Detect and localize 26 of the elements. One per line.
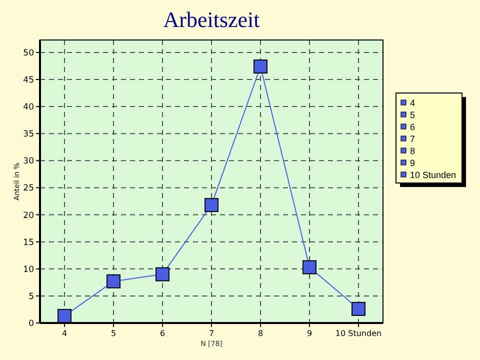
category-label: 10 Stunden bbox=[410, 170, 456, 180]
y-tick-label: 30 bbox=[23, 156, 34, 167]
x-tick-label: 5 bbox=[110, 329, 116, 338]
x-tick-label: 8 bbox=[258, 329, 264, 338]
x-tick-label: 4 bbox=[62, 329, 68, 338]
category-label: 7 bbox=[410, 134, 416, 144]
y-tick-label: 45 bbox=[23, 75, 34, 86]
x-tick-label: 6 bbox=[160, 329, 166, 338]
category-label: 8 bbox=[410, 146, 416, 156]
y-tick-label: 35 bbox=[23, 130, 34, 140]
y-tick-label: 40 bbox=[23, 102, 34, 113]
y-tick-label: 20 bbox=[23, 210, 34, 221]
y-tick-label: 10 bbox=[23, 264, 34, 275]
x-tick-label: 10 Stunden bbox=[335, 329, 382, 338]
y-tick-label: 25 bbox=[23, 184, 34, 194]
category-label: 9 bbox=[410, 158, 416, 168]
y-tick-label: 0 bbox=[28, 318, 34, 329]
y-tick-label: 5 bbox=[28, 292, 34, 302]
y-tick-label: 50 bbox=[23, 48, 34, 58]
category-label: 6 bbox=[410, 122, 416, 132]
chart-title: Arbeitszeit bbox=[163, 7, 260, 32]
x-tick-label: 7 bbox=[208, 329, 214, 338]
x-tick-label: 9 bbox=[306, 329, 312, 338]
category-label: 5 bbox=[410, 110, 416, 120]
category-label: 4 bbox=[410, 98, 416, 108]
y-tick-label: 15 bbox=[23, 238, 34, 248]
